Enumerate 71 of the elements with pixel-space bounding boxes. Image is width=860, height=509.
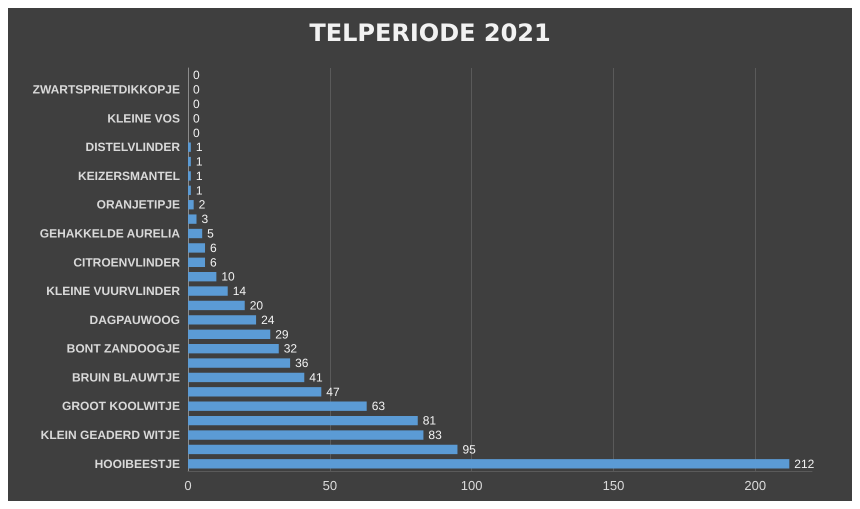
y-tick-label: KLEINE VOS: [107, 111, 180, 126]
y-tick-label: ZWARTSPRIETDIKKOPJE: [32, 82, 180, 97]
bar: [188, 315, 256, 325]
bar: [188, 330, 270, 339]
bar: [188, 372, 304, 382]
data-label: 47: [326, 384, 340, 399]
data-label: 63: [372, 399, 386, 414]
chart-title: TELPERIODE 2021: [309, 19, 551, 47]
data-label: 3: [202, 212, 209, 226]
bar: [188, 344, 279, 354]
y-tick-label: DISTELVLINDER: [86, 140, 180, 154]
data-label: 95: [462, 442, 476, 456]
x-tick-label: 200: [744, 478, 766, 493]
y-tick-label: BONT ZANDOOGJE: [66, 342, 180, 356]
y-tick-label: ORANJETIPJE: [96, 198, 180, 212]
bar: [188, 444, 458, 454]
bar: [188, 186, 191, 196]
data-label: 0: [193, 96, 200, 111]
data-label: 0: [193, 82, 200, 97]
data-label: 0: [193, 126, 200, 140]
y-tick-label: KLEIN GEADERD WITJE: [40, 428, 180, 442]
data-label: 0: [193, 111, 200, 126]
bar: [188, 243, 206, 253]
bar: [188, 156, 191, 166]
data-label: 212: [794, 456, 815, 471]
data-label: 5: [207, 226, 214, 241]
data-label: 14: [232, 284, 246, 298]
bar: [188, 286, 228, 296]
data-label: 1: [196, 168, 203, 183]
data-label: 24: [261, 312, 275, 327]
data-label: 1: [196, 140, 203, 154]
data-label: 10: [221, 270, 236, 284]
y-tick-label: HOOIBEESTJE: [94, 456, 180, 471]
y-tick-label: DAGPAUWOOG: [90, 312, 180, 327]
y-tick-label: CITROENVLINDER: [73, 255, 180, 270]
x-tick-label: 100: [460, 478, 482, 493]
data-label: 36: [295, 356, 309, 370]
bar: [188, 258, 206, 267]
bar: [188, 402, 367, 411]
bar: [188, 142, 191, 152]
bar: [188, 358, 290, 368]
x-tick-label: 50: [322, 478, 338, 493]
y-tick-label: BRUIN BLAUWTJE: [72, 370, 180, 384]
y-tick-label: GEHAKKELDE AURELIA: [40, 226, 180, 241]
x-tick-label: 0: [184, 478, 192, 493]
bar: [188, 171, 191, 181]
data-label: 41: [309, 370, 323, 384]
bar: [188, 416, 418, 426]
data-label: 1: [196, 183, 203, 198]
data-label: 83: [428, 428, 442, 442]
data-label: 1: [196, 154, 203, 169]
bar: [188, 459, 790, 468]
bar: [188, 387, 322, 397]
bar: [188, 272, 216, 282]
data-label: 6: [210, 240, 218, 255]
data-label: 6: [210, 255, 218, 270]
data-label: 32: [284, 342, 298, 356]
data-label: 29: [275, 327, 289, 342]
data-label: 0: [193, 68, 200, 82]
bar: [188, 300, 245, 310]
y-tick-label: KEIZERSMANTEL: [78, 168, 180, 183]
y-tick-label: KLEINE VUURVLINDER: [46, 284, 180, 298]
bar: [188, 200, 194, 210]
bar: [188, 214, 197, 224]
x-tick-label: 150: [602, 478, 624, 493]
data-label: 20: [250, 298, 264, 312]
bar: [188, 430, 424, 440]
data-label: 81: [422, 414, 436, 428]
data-label: 2: [198, 198, 206, 212]
y-tick-label: GROOT KOOLWITJE: [62, 399, 180, 414]
bar: [188, 228, 202, 238]
